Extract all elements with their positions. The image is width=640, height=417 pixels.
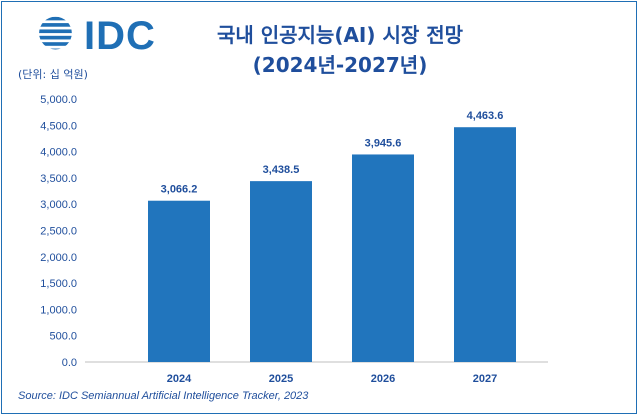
data-label-2024: 3,066.2 — [161, 184, 198, 196]
source-note: Source: IDC Semiannual Artificial Intell… — [18, 390, 309, 402]
y-tick-label: 500.0 — [49, 331, 77, 343]
logo-text: IDC — [84, 14, 156, 58]
data-label-2026: 3,945.6 — [365, 137, 402, 149]
bar-2024 — [148, 200, 210, 362]
y-tick-label: 4,500.0 — [40, 120, 77, 132]
y-tick-label: 1,000.0 — [40, 304, 77, 316]
bar-2027 — [454, 127, 516, 363]
bars — [148, 127, 516, 363]
chart-title-line1: 국내 인공지능(AI) 시장 전망 — [216, 23, 464, 47]
data-labels: 3,066.2 3,438.5 3,945.6 4,463.6 — [161, 110, 504, 196]
unit-label: (단위: 십 억원) — [18, 68, 88, 81]
bar-2025 — [250, 181, 312, 362]
y-axis-ticks: 0.0 500.0 1,000.0 1,500.0 2,000.0 2,500.0 3,00… — [40, 94, 77, 369]
y-tick-label: 1,500.0 — [40, 278, 77, 290]
y-tick-label: 3,000.0 — [40, 199, 77, 211]
y-tick-label: 3,500.0 — [40, 173, 77, 185]
idc-logo-icon — [39, 16, 72, 50]
x-tick-label-2026: 2026 — [371, 373, 395, 385]
y-tick-label: 0.0 — [62, 357, 77, 369]
y-tick-label: 2,500.0 — [40, 226, 77, 238]
data-label-2027: 4,463.6 — [467, 110, 504, 122]
data-label-2025: 3,438.5 — [263, 164, 300, 176]
x-tick-label-2027: 2027 — [473, 373, 497, 385]
y-tick-label: 5,000.0 — [40, 94, 77, 106]
x-tick-label-2025: 2025 — [269, 373, 293, 385]
y-tick-label: 2,000.0 — [40, 252, 77, 264]
y-tick-label: 4,000.0 — [40, 147, 77, 159]
chart-title-line2: (2024년-2027년) — [252, 53, 428, 77]
chart-title: 국내 인공지능(AI) 시장 전망 (2024년-2027년) — [180, 20, 500, 80]
x-axis-ticks: 2024 2025 2026 2027 — [167, 373, 497, 385]
x-tick-label-2024: 2024 — [167, 373, 192, 385]
bar-2026 — [352, 154, 414, 362]
